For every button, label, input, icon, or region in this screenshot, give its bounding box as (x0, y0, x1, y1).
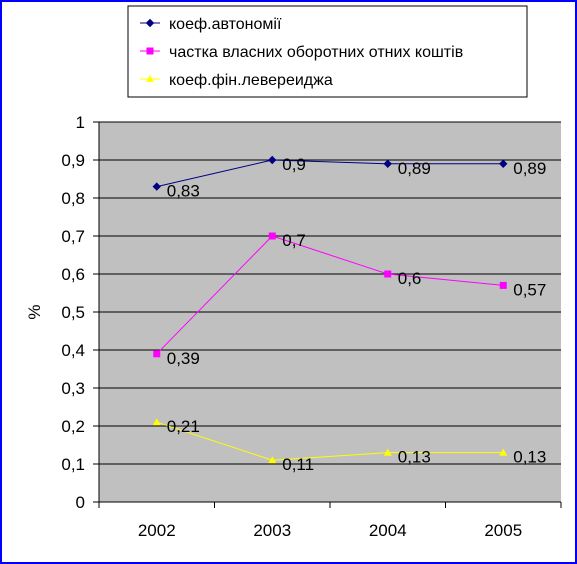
legend-label: частка власних оборотних отних коштів (169, 44, 463, 61)
data-point (145, 18, 155, 28)
y-tick-label: 0,5 (61, 303, 85, 322)
legend-label: коеф.автономії (169, 16, 282, 33)
data-label: 0,89 (513, 159, 546, 178)
data-point (146, 47, 154, 55)
data-point (499, 159, 508, 169)
series-line (156, 159, 504, 188)
gridlines (99, 121, 561, 465)
data-label: 0,9 (282, 155, 306, 174)
series-line (156, 235, 504, 355)
series-group: 0,39 0,7 0,6 0,57 (153, 231, 546, 368)
data-point (384, 270, 392, 278)
y-tick-label: 0,9 (61, 151, 85, 170)
series-line (156, 421, 504, 461)
data-label: 0,13 (398, 448, 431, 467)
data-point (499, 281, 507, 289)
series-group: 0,83 0,9 0,89 0,89 (152, 155, 546, 201)
y-axis-label: % (25, 304, 44, 319)
data-label: 0,13 (513, 448, 546, 467)
y-tick-label: 0,2 (61, 417, 85, 436)
y-tick-label: 1 (76, 113, 85, 132)
data-label: 0,7 (282, 231, 306, 250)
y-tick-label: 0 (76, 493, 85, 512)
data-point (268, 456, 277, 464)
y-tick-labels: 0 0,1 0,2 0,3 0,4 0,5 0,6 0,7 0,8 0,9 1 (61, 113, 85, 512)
data-point (152, 182, 161, 191)
data-label: 0,21 (167, 417, 200, 436)
data-point (146, 75, 154, 82)
x-tick-label: 2004 (369, 521, 407, 540)
data-point (268, 232, 276, 240)
x-tick-label: 2005 (484, 521, 522, 540)
data-label: 0,6 (398, 269, 422, 288)
data-label: 0,11 (282, 455, 314, 474)
x-tick-label: 2003 (253, 521, 291, 540)
data-point (268, 155, 277, 165)
series-layer: 0,83 0,9 0,89 0,89 0,39 0,7 0,6 0,57 0,21 0,11 0,1… (152, 155, 546, 474)
y-tick-label: 0,8 (61, 189, 85, 208)
series-group: 0,21 0,11 0,13 0,13 (152, 417, 546, 474)
x-tick-label: 2002 (138, 521, 176, 540)
x-tick-labels: 2002 2003 2004 2005 (138, 521, 522, 540)
y-tick-label: 0,7 (61, 227, 85, 246)
axes (93, 121, 562, 508)
data-point (153, 350, 161, 358)
legend-box (127, 5, 528, 98)
data-label: 0,57 (513, 280, 546, 299)
data-point (383, 448, 392, 456)
data-point (383, 159, 392, 169)
y-tick-label: 0,1 (61, 455, 85, 474)
data-label: 0,83 (167, 182, 200, 201)
data-label: 0,89 (398, 159, 431, 178)
legend-label: коеф.фін.левереиджа (169, 72, 333, 89)
data-point (499, 448, 508, 456)
y-tick-label: 0,4 (61, 341, 85, 360)
data-point (152, 418, 161, 426)
y-tick-label: 0,3 (61, 379, 85, 398)
y-tick-label: 0,6 (61, 265, 85, 284)
data-label: 0,39 (167, 349, 200, 368)
legend: коеф.автономії частка власних оборотних о… (127, 5, 528, 98)
